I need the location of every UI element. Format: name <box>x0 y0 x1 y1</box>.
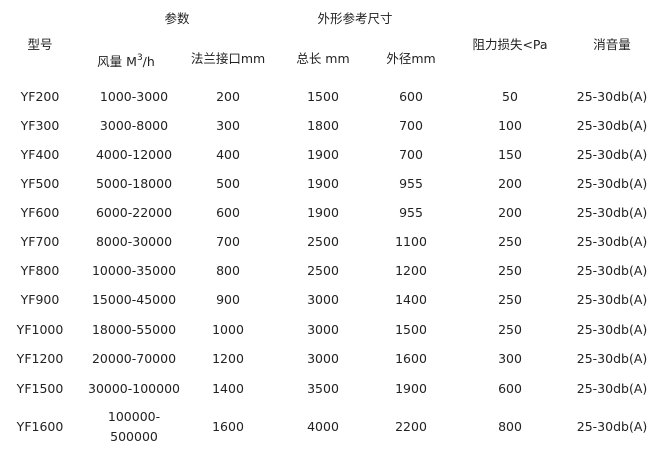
cell-flange: 400 <box>216 147 240 162</box>
cell-flange: 1200 <box>212 351 244 366</box>
cell-airflow: 4000-12000 <box>95 147 173 162</box>
cell-noise: 25-30db(A) <box>576 381 648 396</box>
cell-diameter: 955 <box>399 176 423 191</box>
cell-airflow: 100000- 500000 <box>107 409 161 444</box>
cell-airflow: 10000-35000 <box>91 263 177 278</box>
cell-diameter: 700 <box>399 118 423 133</box>
header-model: 型号 <box>27 37 53 52</box>
cell-flange: 1400 <box>212 381 244 396</box>
cell-resistance: 300 <box>498 351 522 366</box>
cell-length: 1500 <box>307 89 339 104</box>
cell-noise: 25-30db(A) <box>576 419 648 434</box>
cell-length: 3000 <box>307 351 339 366</box>
cell-noise: 25-30db(A) <box>576 322 648 337</box>
cell-length: 4000 <box>307 419 339 434</box>
cell-resistance: 800 <box>498 419 522 434</box>
cell-noise: 25-30db(A) <box>576 89 648 104</box>
cell-flange: 500 <box>216 176 240 191</box>
cell-airflow: 15000-45000 <box>91 292 177 307</box>
cell-airflow: 20000-70000 <box>91 351 177 366</box>
cell-airflow: 30000-100000 <box>88 381 180 396</box>
cell-resistance: 150 <box>498 147 522 162</box>
cell-resistance: 250 <box>498 234 522 249</box>
cell-flange: 800 <box>216 263 240 278</box>
cell-model: YF1600 <box>16 419 64 434</box>
cell-model: YF600 <box>20 205 60 220</box>
cell-resistance: 200 <box>498 176 522 191</box>
cell-diameter: 700 <box>399 147 423 162</box>
cell-noise: 25-30db(A) <box>576 292 648 307</box>
cell-noise: 25-30db(A) <box>576 118 648 133</box>
cell-model: YF700 <box>20 234 60 249</box>
cell-noise: 25-30db(A) <box>576 176 648 191</box>
cell-model: YF1500 <box>16 381 64 396</box>
cell-noise: 25-30db(A) <box>576 351 648 366</box>
cell-length: 2500 <box>307 263 339 278</box>
cell-airflow: 3000-8000 <box>99 118 169 133</box>
cell-length: 3000 <box>307 292 339 307</box>
cell-flange: 1000 <box>212 322 244 337</box>
cell-diameter: 1500 <box>395 322 427 337</box>
cell-flange: 1600 <box>212 419 244 434</box>
header-flange: 法兰接口mm <box>190 51 266 66</box>
cell-airflow: 1000-3000 <box>99 89 169 104</box>
header-airflow: 风量 M3/h <box>97 53 155 70</box>
cell-diameter: 1200 <box>395 263 427 278</box>
cell-length: 1900 <box>307 205 339 220</box>
cell-diameter: 1400 <box>395 292 427 307</box>
cell-resistance: 250 <box>498 292 522 307</box>
cell-flange: 600 <box>216 205 240 220</box>
cell-noise: 25-30db(A) <box>576 205 648 220</box>
cell-length: 2500 <box>307 234 339 249</box>
cell-resistance: 200 <box>498 205 522 220</box>
cell-diameter: 1600 <box>395 351 427 366</box>
cell-model: YF1200 <box>16 351 64 366</box>
cell-flange: 900 <box>216 292 240 307</box>
cell-airflow: 5000-18000 <box>95 176 173 191</box>
cell-flange: 300 <box>216 118 240 133</box>
cell-noise: 25-30db(A) <box>576 234 648 249</box>
cell-model: YF900 <box>20 292 60 307</box>
cell-noise: 25-30db(A) <box>576 263 648 278</box>
cell-airflow: 18000-55000 <box>91 322 177 337</box>
header-group-dimensions: 外形参考尺寸 <box>317 11 393 26</box>
cell-diameter: 1900 <box>395 381 427 396</box>
cell-length: 1900 <box>307 176 339 191</box>
cell-airflow: 6000-22000 <box>95 205 173 220</box>
cell-length: 3000 <box>307 322 339 337</box>
cell-diameter: 2200 <box>395 419 427 434</box>
cell-length: 1900 <box>307 147 339 162</box>
cell-diameter: 955 <box>399 205 423 220</box>
cell-length: 1800 <box>307 118 339 133</box>
cell-flange: 700 <box>216 234 240 249</box>
cell-length: 3500 <box>307 381 339 396</box>
header-group-params: 参数 <box>164 11 190 26</box>
cell-resistance: 250 <box>498 322 522 337</box>
cell-resistance: 50 <box>502 89 518 104</box>
cell-model: YF800 <box>20 263 60 278</box>
header-length: 总长 mm <box>296 51 350 66</box>
cell-model: YF1000 <box>16 322 64 337</box>
cell-airflow: 8000-30000 <box>95 234 173 249</box>
cell-model: YF300 <box>20 118 60 133</box>
cell-resistance: 600 <box>498 381 522 396</box>
cell-model: YF500 <box>20 176 60 191</box>
header-noise: 消音量 <box>593 37 631 52</box>
header-resistance: 阻力损失<Pa <box>472 37 548 52</box>
cell-noise: 25-30db(A) <box>576 147 648 162</box>
cell-flange: 200 <box>216 89 240 104</box>
cell-diameter: 1100 <box>395 234 427 249</box>
cell-diameter: 600 <box>399 89 423 104</box>
cell-resistance: 250 <box>498 263 522 278</box>
cell-resistance: 100 <box>498 118 522 133</box>
cell-model: YF200 <box>20 89 60 104</box>
header-diameter: 外径mm <box>386 51 436 66</box>
cell-model: YF400 <box>20 147 60 162</box>
